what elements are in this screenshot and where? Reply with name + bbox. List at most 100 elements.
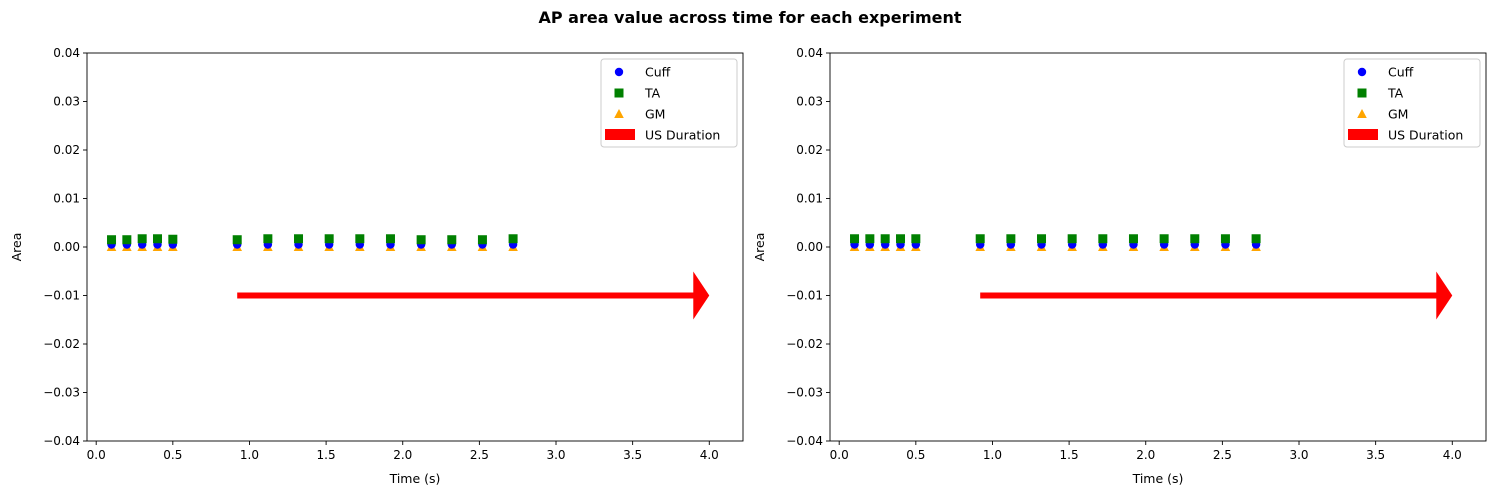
x-tick-label: 2.0 [1136, 448, 1155, 462]
x-tick-label: 0.5 [906, 448, 925, 462]
y-tick-label: −0.02 [43, 337, 80, 351]
x-tick-label: 4.0 [700, 448, 719, 462]
y-tick-label: −0.02 [786, 337, 823, 351]
ta-point [865, 234, 875, 244]
ta-point [880, 234, 890, 244]
legend-marker-gm [1357, 109, 1367, 118]
y-tick-label: −0.04 [786, 434, 823, 448]
legend-label: US Duration [1388, 128, 1463, 143]
ta-point [1006, 234, 1016, 244]
x-tick-label: 2.0 [393, 448, 412, 462]
ta-point [355, 234, 365, 244]
legend-patch-us-duration [1348, 129, 1378, 140]
ta-point [122, 235, 132, 245]
us-duration-arrow [237, 271, 710, 320]
ta-point [1037, 234, 1047, 244]
ta-point [1067, 234, 1077, 244]
x-tick-label: 1.5 [1060, 448, 1079, 462]
legend-label: US Duration [645, 128, 720, 143]
legend: Cuff TA GM US Duration [600, 58, 738, 148]
ta-point [232, 235, 242, 245]
ta-point [385, 234, 395, 244]
figure-title: AP area value across time for each exper… [538, 8, 962, 27]
y-axis-label: Area [9, 233, 24, 262]
y-tick-label: 0.03 [53, 95, 80, 109]
x-tick-label: 3.0 [546, 448, 565, 462]
y-tick-label: 0.02 [796, 143, 823, 157]
legend-label: GM [1388, 107, 1408, 122]
y-tick-label: 0.03 [796, 95, 823, 109]
ta-point [508, 234, 518, 244]
y-tick-label: −0.01 [786, 289, 823, 303]
x-tick-label: 2.5 [470, 448, 489, 462]
subplot-2: 0.0 0.5 1.0 1.5 2.0 2.5 3.0 3.5 4.0 0.04 0.03 0.02 0… [752, 46, 1487, 486]
ta-point [137, 234, 147, 244]
ta-point [975, 234, 985, 244]
ta-point [324, 234, 334, 244]
x-axis-label: Time (s) [1132, 471, 1184, 486]
ta-point [1098, 234, 1108, 244]
x-tick-label: 1.0 [240, 448, 259, 462]
ta-point [107, 235, 117, 245]
y-tick-label: 0.00 [796, 240, 823, 254]
ta-point [1251, 234, 1261, 244]
x-tick-label: 1.0 [983, 448, 1002, 462]
ta-point [911, 234, 921, 244]
legend-marker-ta [614, 88, 624, 98]
y-tick-label: 0.00 [53, 240, 80, 254]
ta-point [896, 234, 906, 244]
legend-marker-gm [614, 109, 624, 118]
y-tick-label: 0.04 [53, 46, 80, 60]
x-tick-label: 3.5 [623, 448, 642, 462]
legend-label: Cuff [645, 65, 671, 80]
x-tick-label: 3.5 [1366, 448, 1385, 462]
x-tick-label: 0.0 [830, 448, 849, 462]
y-axis-label: Area [752, 233, 767, 262]
y-tick-label: −0.03 [786, 386, 823, 400]
subplot-1: 0.0 0.5 1.0 1.5 2.0 2.5 3.0 3.5 4.0 0.04 0.03 0.02 0… [9, 46, 744, 486]
legend-marker-cuff [1357, 67, 1367, 77]
series-gm [849, 242, 1261, 251]
x-tick-label: 1.5 [317, 448, 336, 462]
legend-label: GM [645, 107, 665, 122]
x-tick-label: 3.0 [1289, 448, 1308, 462]
legend-frame [1343, 58, 1481, 148]
ta-point [1220, 234, 1230, 244]
y-tick-label: −0.01 [43, 289, 80, 303]
y-tick-label: −0.03 [43, 386, 80, 400]
legend-label: Cuff [1388, 65, 1414, 80]
x-tick-label: 4.0 [1443, 448, 1462, 462]
ta-point [850, 234, 860, 244]
x-axis-label: Time (s) [389, 471, 441, 486]
ta-point [477, 235, 487, 245]
legend: Cuff TA GM US Duration [1343, 58, 1481, 148]
legend-frame [600, 58, 738, 148]
y-tick-label: 0.02 [53, 143, 80, 157]
legend-patch-us-duration [605, 129, 635, 140]
series-ta [107, 234, 518, 245]
ta-point [153, 234, 163, 244]
ta-point [1128, 234, 1138, 244]
legend-marker-cuff [614, 67, 624, 77]
legend-marker-ta [1357, 88, 1367, 98]
y-tick-label: 0.04 [796, 46, 823, 60]
x-tick-label: 0.0 [87, 448, 106, 462]
y-tick-label: 0.01 [53, 192, 80, 206]
ta-point [294, 234, 304, 244]
ta-point [416, 235, 426, 245]
x-tick-label: 0.5 [163, 448, 182, 462]
us-duration-arrow [980, 271, 1453, 320]
x-tick-label: 2.5 [1213, 448, 1232, 462]
legend-label: TA [1387, 86, 1404, 101]
legend-label: TA [644, 86, 661, 101]
y-tick-label: −0.04 [43, 434, 80, 448]
ta-point [263, 234, 273, 244]
ta-point [1159, 234, 1169, 244]
ta-point [1190, 234, 1200, 244]
series-ta [850, 234, 1261, 244]
ta-point [447, 235, 457, 245]
ta-point [168, 234, 178, 244]
y-tick-label: 0.01 [796, 192, 823, 206]
